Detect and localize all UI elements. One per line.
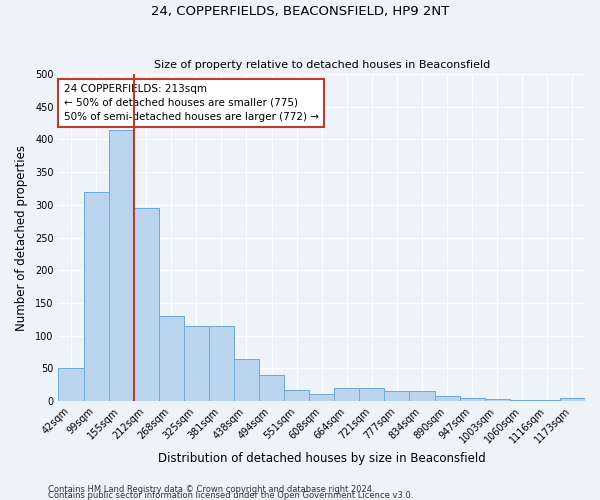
Bar — [409, 391, 434, 401]
Bar — [460, 398, 485, 401]
Y-axis label: Number of detached properties: Number of detached properties — [15, 144, 28, 330]
X-axis label: Distribution of detached houses by size in Beaconsfield: Distribution of detached houses by size … — [158, 452, 485, 465]
Bar — [334, 388, 359, 401]
Bar — [184, 326, 209, 401]
Bar — [560, 398, 585, 401]
Text: 24, COPPERFIELDS, BEACONSFIELD, HP9 2NT: 24, COPPERFIELDS, BEACONSFIELD, HP9 2NT — [151, 5, 449, 18]
Bar — [385, 391, 409, 401]
Bar — [535, 400, 560, 401]
Bar — [485, 399, 510, 401]
Bar — [309, 394, 334, 401]
Bar — [58, 368, 83, 401]
Bar — [284, 390, 309, 401]
Bar — [159, 316, 184, 401]
Bar — [434, 396, 460, 401]
Bar — [209, 326, 234, 401]
Bar — [83, 192, 109, 401]
Text: 24 COPPERFIELDS: 213sqm
← 50% of detached houses are smaller (775)
50% of semi-d: 24 COPPERFIELDS: 213sqm ← 50% of detache… — [64, 84, 319, 122]
Bar — [134, 208, 159, 401]
Title: Size of property relative to detached houses in Beaconsfield: Size of property relative to detached ho… — [154, 60, 490, 70]
Text: Contains HM Land Registry data © Crown copyright and database right 2024.: Contains HM Land Registry data © Crown c… — [48, 484, 374, 494]
Bar — [510, 400, 535, 401]
Bar — [259, 375, 284, 401]
Bar — [234, 358, 259, 401]
Bar — [109, 130, 134, 401]
Text: Contains public sector information licensed under the Open Government Licence v3: Contains public sector information licen… — [48, 490, 413, 500]
Bar — [359, 388, 385, 401]
